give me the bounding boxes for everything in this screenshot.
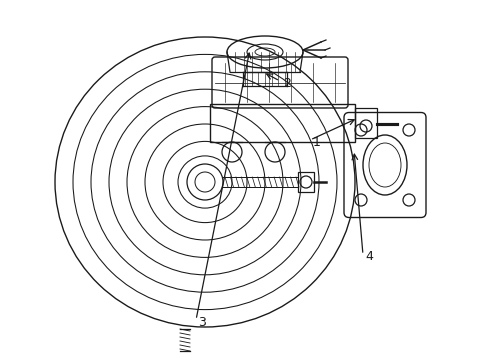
Bar	[209, 104, 354, 142]
Bar	[354, 108, 376, 138]
Text: 2: 2	[283, 77, 290, 90]
Text: 1: 1	[312, 135, 320, 149]
Text: 4: 4	[364, 251, 372, 264]
Text: 3: 3	[198, 315, 205, 328]
Bar	[297, 172, 313, 192]
